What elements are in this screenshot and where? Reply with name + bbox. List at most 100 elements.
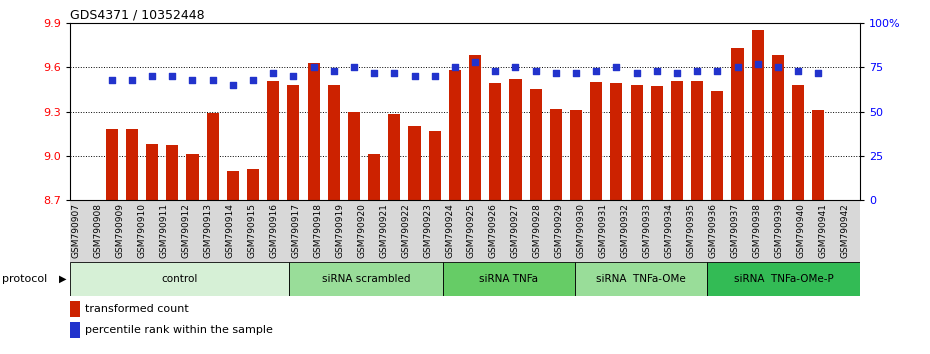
Bar <box>223 200 246 262</box>
Bar <box>136 200 157 262</box>
Point <box>609 64 624 70</box>
Bar <box>817 200 838 262</box>
Bar <box>597 200 618 262</box>
Text: GSM790927: GSM790927 <box>511 203 520 258</box>
Bar <box>126 129 138 200</box>
Point <box>589 68 604 74</box>
Point <box>104 77 119 82</box>
Bar <box>267 200 289 262</box>
Bar <box>389 114 401 200</box>
Text: GSM790910: GSM790910 <box>138 203 147 258</box>
Text: GSM790938: GSM790938 <box>752 203 762 258</box>
Bar <box>575 262 707 296</box>
Point <box>266 70 281 75</box>
Bar <box>509 200 531 262</box>
Point <box>246 77 260 82</box>
Point <box>649 68 664 74</box>
Bar <box>70 262 289 296</box>
Point <box>447 64 462 70</box>
Text: siRNA scrambled: siRNA scrambled <box>322 274 410 284</box>
Bar <box>812 110 824 200</box>
Bar <box>662 200 684 262</box>
Point <box>185 77 200 82</box>
Point <box>306 64 321 70</box>
Bar <box>550 109 562 200</box>
Bar <box>671 81 683 200</box>
Point <box>549 70 564 75</box>
Bar <box>378 200 399 262</box>
Text: GSM790911: GSM790911 <box>160 203 168 258</box>
Point <box>670 70 684 75</box>
Text: GSM790941: GSM790941 <box>818 203 828 258</box>
Bar <box>267 81 279 200</box>
Bar <box>443 262 575 296</box>
Bar <box>691 81 703 200</box>
Text: GSM790915: GSM790915 <box>247 203 257 258</box>
Text: GSM790935: GSM790935 <box>686 203 696 258</box>
Bar <box>246 200 267 262</box>
Text: GDS4371 / 10352448: GDS4371 / 10352448 <box>70 9 205 22</box>
Bar <box>92 200 113 262</box>
Text: ▶: ▶ <box>59 274 66 284</box>
Text: transformed count: transformed count <box>85 304 189 314</box>
Bar <box>575 200 597 262</box>
Bar <box>289 262 443 296</box>
Bar <box>773 200 794 262</box>
Text: GSM790914: GSM790914 <box>225 203 234 258</box>
Point <box>206 77 220 82</box>
Bar <box>355 200 378 262</box>
Bar <box>792 85 804 200</box>
Text: GSM790937: GSM790937 <box>730 203 739 258</box>
Bar <box>106 129 118 200</box>
Point <box>165 73 179 79</box>
Bar <box>487 200 509 262</box>
Text: GSM790942: GSM790942 <box>841 203 849 258</box>
Text: GSM790931: GSM790931 <box>599 203 607 258</box>
Bar <box>179 200 202 262</box>
Bar <box>227 171 239 200</box>
Text: GSM790921: GSM790921 <box>379 203 388 258</box>
Text: GSM790925: GSM790925 <box>467 203 476 258</box>
Bar <box>469 56 481 200</box>
Text: GSM790922: GSM790922 <box>401 203 410 258</box>
Point <box>568 70 583 75</box>
Bar <box>552 200 575 262</box>
Text: GSM790924: GSM790924 <box>445 203 454 258</box>
Point <box>811 70 826 75</box>
Bar <box>465 200 487 262</box>
Bar <box>399 200 421 262</box>
Text: percentile rank within the sample: percentile rank within the sample <box>85 325 272 335</box>
Point <box>427 73 442 79</box>
Text: GSM790923: GSM790923 <box>423 203 432 258</box>
Bar <box>531 200 552 262</box>
Bar <box>308 63 320 200</box>
Text: GSM790932: GSM790932 <box>620 203 630 258</box>
Point <box>366 70 381 75</box>
Bar <box>70 200 92 262</box>
Point <box>528 68 543 74</box>
Bar <box>166 145 179 200</box>
Text: GSM790939: GSM790939 <box>775 203 783 258</box>
Point <box>347 64 362 70</box>
Bar <box>510 79 522 200</box>
Bar <box>794 200 817 262</box>
Text: GSM790933: GSM790933 <box>643 203 652 258</box>
Text: GSM790908: GSM790908 <box>94 203 102 258</box>
Point <box>387 70 402 75</box>
Bar <box>146 144 158 200</box>
Text: GSM790929: GSM790929 <box>555 203 564 258</box>
Point <box>407 73 422 79</box>
Point <box>690 68 705 74</box>
Text: GSM790919: GSM790919 <box>335 203 344 258</box>
Bar <box>489 84 501 200</box>
Point <box>145 73 160 79</box>
Bar <box>610 84 622 200</box>
Bar <box>70 322 80 338</box>
Text: GSM790926: GSM790926 <box>489 203 498 258</box>
Point <box>508 64 523 70</box>
Text: GSM790909: GSM790909 <box>115 203 125 258</box>
Point <box>326 68 341 74</box>
Bar <box>333 200 355 262</box>
Bar <box>591 82 603 200</box>
Bar <box>348 112 360 200</box>
